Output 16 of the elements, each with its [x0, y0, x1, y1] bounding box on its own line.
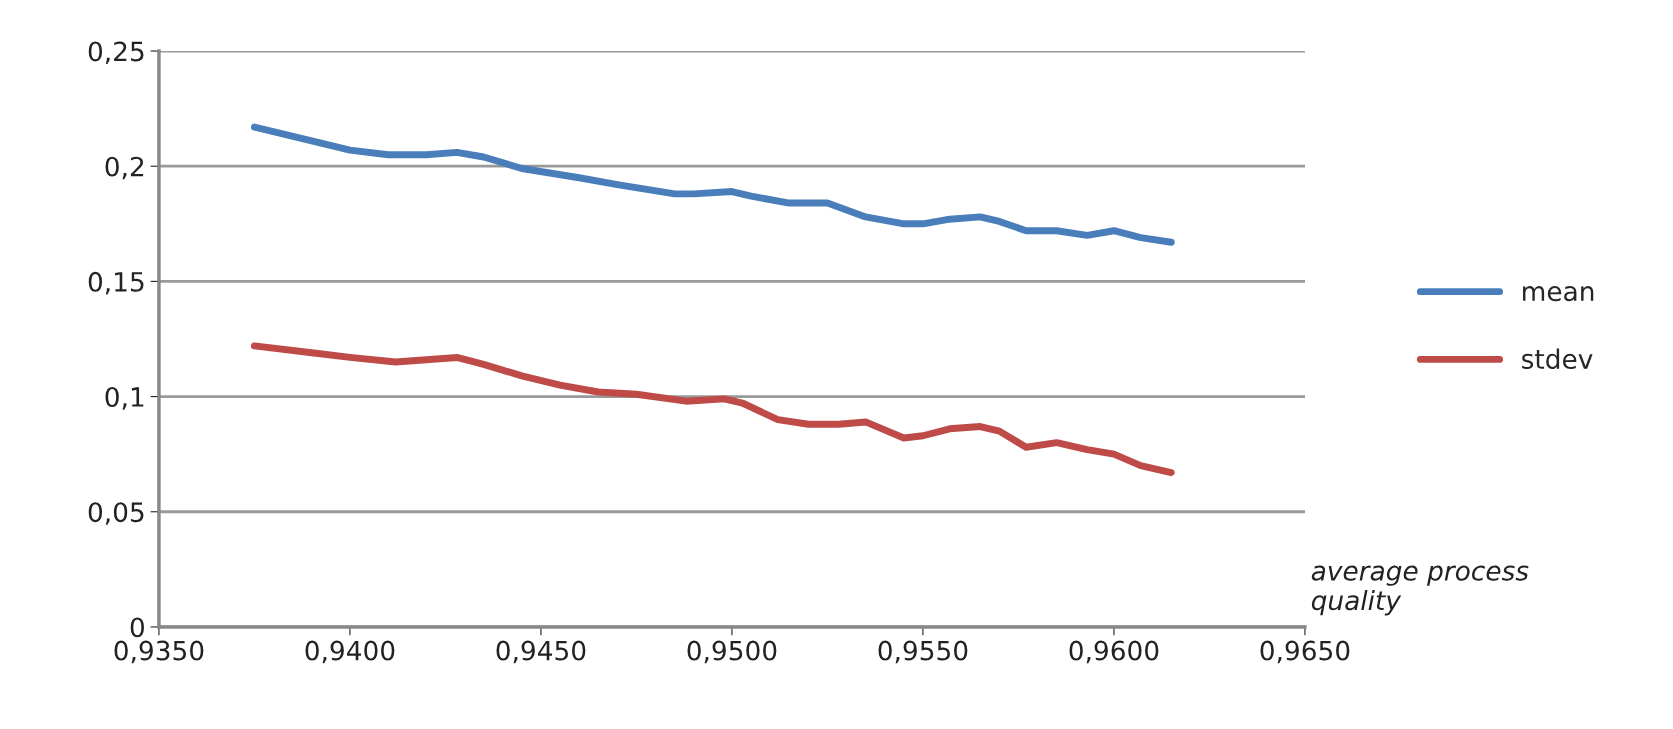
x-tick-label: 0,9550	[878, 640, 968, 664]
x-tick-label: 0,9600	[1069, 640, 1159, 664]
legend-label: stdev	[1522, 348, 1593, 369]
x-tick-label: 0,9400	[305, 640, 395, 664]
x-tick-label: 0,9500	[687, 640, 777, 664]
y-tick-label: 0	[130, 617, 144, 638]
y-tick-label: 0,15	[88, 271, 144, 295]
y-tick-label: 0,2	[105, 156, 144, 180]
y-tick-label: 0,25	[88, 41, 144, 65]
y-tick-label: 0,05	[88, 502, 144, 525]
x-tick-label: 0,9650	[1260, 640, 1350, 664]
legend-label: mean	[1523, 286, 1594, 302]
x-tick-label: 0,9450	[496, 640, 586, 664]
y-tick-label: 0,1	[105, 387, 144, 410]
x-axis-title: average process quality	[1311, 565, 1529, 616]
x-tick-label: 0,9350	[114, 640, 204, 664]
